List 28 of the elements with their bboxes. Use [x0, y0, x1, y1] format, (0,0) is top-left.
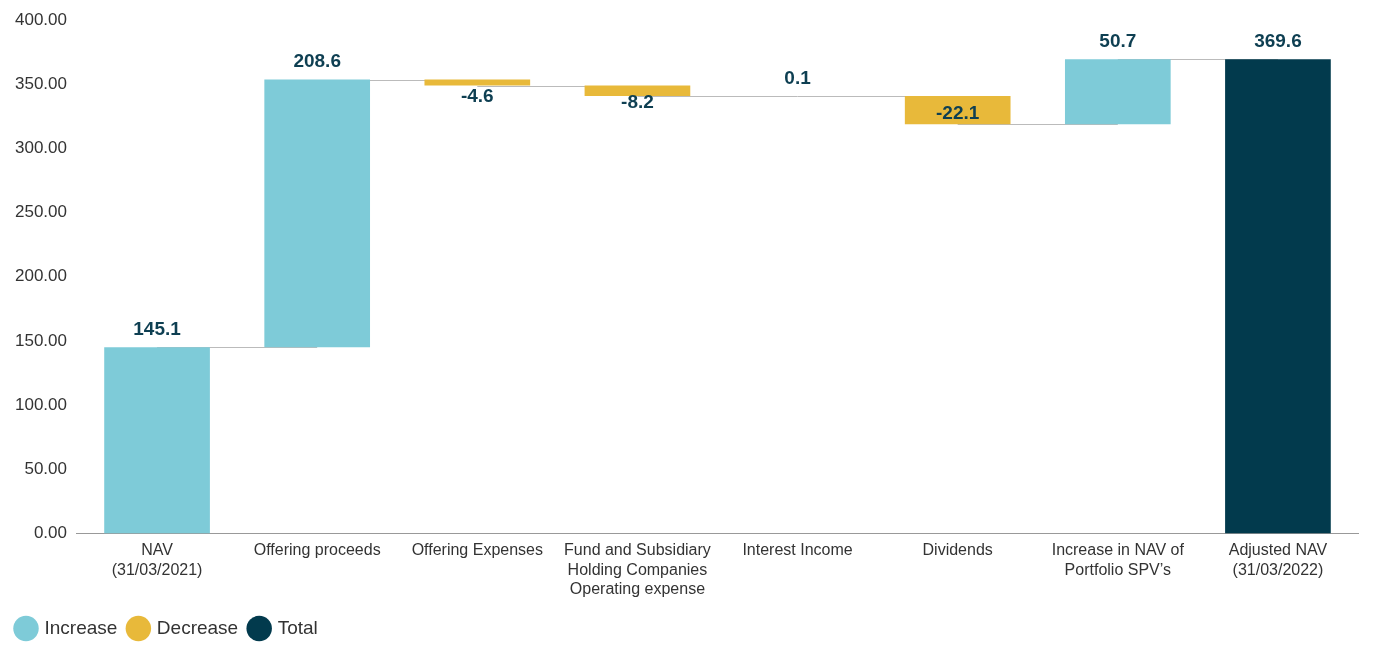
data-label: 50.7 — [1099, 29, 1137, 51]
legend-label: Increase — [44, 616, 118, 638]
x-tick-label: Offering Expenses — [411, 541, 543, 559]
x-tick-label: Adjusted NAV (31/03/2022) — [1228, 541, 1328, 578]
y-tick-label: 150.00 — [15, 330, 67, 350]
data-label: -22.1 — [936, 101, 980, 123]
data-label: -8.2 — [621, 91, 654, 113]
x-tick-label: Fund and Subsidiary Holding Companies Operating expense — [564, 541, 711, 597]
x-tick-label: Increase in NAV of Portfolio SPV’s — [1051, 541, 1185, 578]
y-tick-label: 0.00 — [33, 523, 67, 543]
data-label: 145.1 — [133, 317, 182, 339]
data-label: -4.6 — [460, 85, 494, 107]
x-tick-label: Dividends — [922, 541, 993, 559]
y-tick-label: 250.00 — [15, 202, 67, 222]
x-tick-label: NAV (31/03/2021) — [111, 541, 203, 578]
y-tick-label: 100.00 — [15, 394, 67, 414]
y-tick-label: 400.00 — [15, 9, 67, 29]
y-tick-label: 300.00 — [15, 138, 67, 158]
data-label: 0.1 — [784, 66, 812, 88]
data-label: 369.6 — [1254, 29, 1302, 51]
y-tick-label: 350.00 — [15, 74, 67, 94]
legend-label: Total — [277, 616, 318, 638]
x-tick-label: Offering proceeds — [253, 541, 381, 559]
legend-label: Decrease — [156, 616, 239, 638]
x-tick-label: Interest Income — [742, 541, 853, 559]
y-tick-label: 50.00 — [24, 458, 67, 478]
data-label: 208.6 — [293, 50, 341, 72]
y-tick-label: 200.00 — [15, 266, 67, 286]
